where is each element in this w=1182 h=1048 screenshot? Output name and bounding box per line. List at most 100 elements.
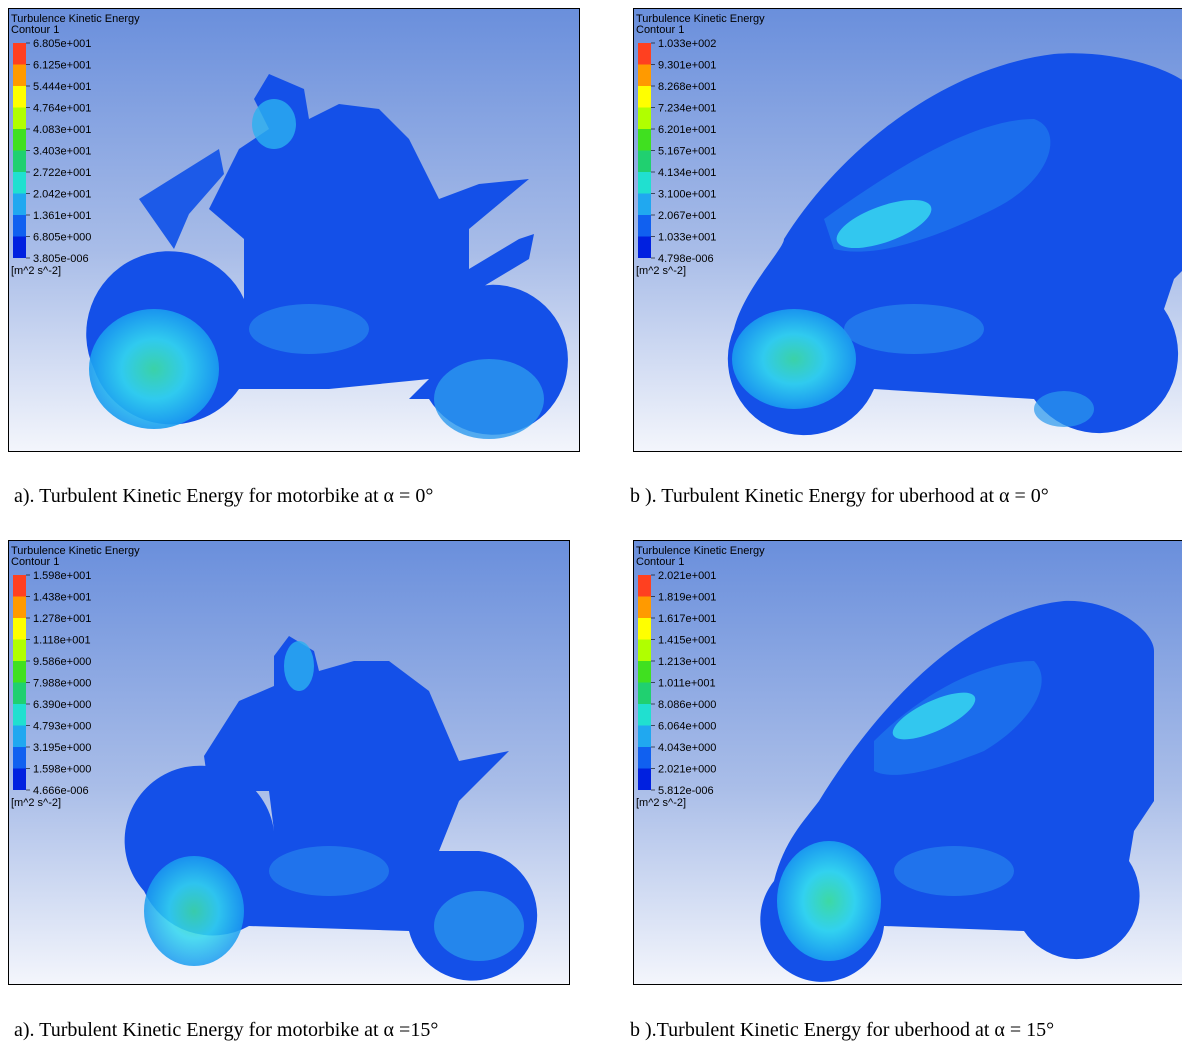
caption: b ).Turbulent Kinetic Energy for uberhoo… (630, 1019, 1055, 1041)
legend-label: 1.819e+001 (658, 592, 716, 604)
caption: a). Turbulent Kinetic Energy for motorbi… (14, 1019, 439, 1041)
legend-label: 4.666e-006 (33, 785, 89, 797)
legend-label: 3.805e-006 (33, 253, 89, 265)
legend-title: Turbulence Kinetic Energy (11, 13, 140, 25)
legend-unit: [m^2 s^-2] (11, 797, 61, 809)
caption: a). Turbulent Kinetic Energy for motorbi… (14, 485, 434, 507)
colorbar-segment (13, 215, 26, 237)
legend-label: 2.067e+001 (658, 210, 716, 222)
colorbar-segment (13, 596, 26, 618)
legend-label: 1.278e+001 (33, 613, 91, 625)
colorbar-segment (13, 86, 26, 108)
colorbar-segment (13, 107, 26, 129)
legend-label: 1.033e+002 (658, 38, 716, 50)
colorbar-segment (13, 172, 26, 194)
legend-label: 6.064e+000 (658, 721, 716, 733)
colorbar-segment (638, 575, 651, 597)
colorbar-segment (638, 704, 651, 726)
colorbar-segment (638, 725, 651, 747)
legend-label: 4.134e+001 (658, 167, 716, 179)
legend-label: 1.598e+001 (33, 570, 91, 582)
colorbar-segment (638, 236, 651, 258)
colorbar-segment (13, 150, 26, 172)
colorbar-segment (13, 704, 26, 726)
colorbar-segment (638, 682, 651, 704)
colorbar-segment (13, 725, 26, 747)
legend-label: 3.100e+001 (658, 189, 716, 201)
legend-title: Turbulence Kinetic Energy (11, 545, 140, 557)
legend-label: 2.722e+001 (33, 167, 91, 179)
legend-label: 1.617e+001 (658, 613, 716, 625)
legend-label: 4.793e+000 (33, 721, 91, 733)
caption: b ). Turbulent Kinetic Energy for uberho… (630, 485, 1049, 507)
legend-label: 4.798e-006 (658, 253, 714, 265)
motorbike-shape (124, 636, 538, 981)
colorbar-segment (13, 575, 26, 597)
legend-label: 4.043e+000 (658, 742, 716, 754)
colorbar-segment (13, 64, 26, 86)
legend-label: 6.125e+001 (33, 60, 91, 72)
colorbar-segment (13, 129, 26, 151)
colorbar-segment (638, 107, 651, 129)
legend-label: 9.586e+000 (33, 656, 91, 668)
legend-label: 2.021e+001 (658, 570, 716, 582)
legend-label: 6.805e+001 (33, 38, 91, 50)
colorbar-segment (13, 43, 26, 65)
figure-panel: Turbulence Kinetic Energy Contour 1 6.805e… (8, 8, 580, 452)
legend-label: 7.234e+001 (658, 103, 716, 115)
colorbar-segment (638, 129, 651, 151)
figure-panel: Turbulence Kinetic Energy Contour 1 1.598e… (8, 540, 570, 985)
legend-label: 1.438e+001 (33, 592, 91, 604)
colorbar-segment (638, 747, 651, 769)
colorbar-segment (638, 661, 651, 683)
legend-title: Turbulence Kinetic Energy (636, 545, 765, 557)
legend-label: 1.033e+001 (658, 232, 716, 244)
motorbike-shape (86, 74, 568, 439)
colorbar-segment (638, 150, 651, 172)
legend-label: 9.301e+001 (658, 60, 716, 72)
legend-label: 6.805e+000 (33, 232, 91, 244)
legend-label: 1.598e+000 (33, 764, 91, 776)
legend-label: 5.444e+001 (33, 81, 91, 93)
legend-label: 4.764e+001 (33, 103, 91, 115)
colorbar-segment (13, 682, 26, 704)
legend-title: Turbulence Kinetic Energy (636, 13, 765, 25)
legend-label: 8.268e+001 (658, 81, 716, 93)
legend-label: 5.167e+001 (658, 146, 716, 158)
legend-label: 1.361e+001 (33, 210, 91, 222)
legend-label: 7.988e+000 (33, 678, 91, 690)
legend-unit: [m^2 s^-2] (636, 265, 686, 277)
colorbar-segment (13, 639, 26, 661)
legend-label: 6.201e+001 (658, 124, 716, 136)
colorbar-segment (638, 172, 651, 194)
colorbar-segment (638, 86, 651, 108)
colorbar-segment (13, 193, 26, 215)
legend-subtitle: Contour 1 (11, 24, 59, 36)
legend-label: 5.812e-006 (658, 785, 714, 797)
figure-panel: Turbulence Kinetic Energy Contour 1 1.033e… (633, 8, 1182, 452)
legend-label: 6.390e+000 (33, 699, 91, 711)
colorbar-segment (638, 64, 651, 86)
colorbar-segment (13, 768, 26, 790)
colorbar-segment (638, 618, 651, 640)
legend-label: 8.086e+000 (658, 699, 716, 711)
legend-subtitle: Contour 1 (636, 24, 684, 36)
legend-subtitle: Contour 1 (636, 556, 684, 568)
legend-label: 3.403e+001 (33, 146, 91, 158)
legend-subtitle: Contour 1 (11, 556, 59, 568)
colorbar-segment (638, 43, 651, 65)
colorbar-segment (638, 768, 651, 790)
colorbar-segment (13, 618, 26, 640)
legend-label: 1.213e+001 (658, 656, 716, 668)
colorbar-segment (13, 661, 26, 683)
legend-label: 1.118e+001 (33, 635, 91, 647)
colorbar-segment (638, 596, 651, 618)
colorbar-segment (638, 215, 651, 237)
legend-label: 1.415e+001 (658, 635, 716, 647)
colorbar-segment (13, 236, 26, 258)
legend-unit: [m^2 s^-2] (11, 265, 61, 277)
